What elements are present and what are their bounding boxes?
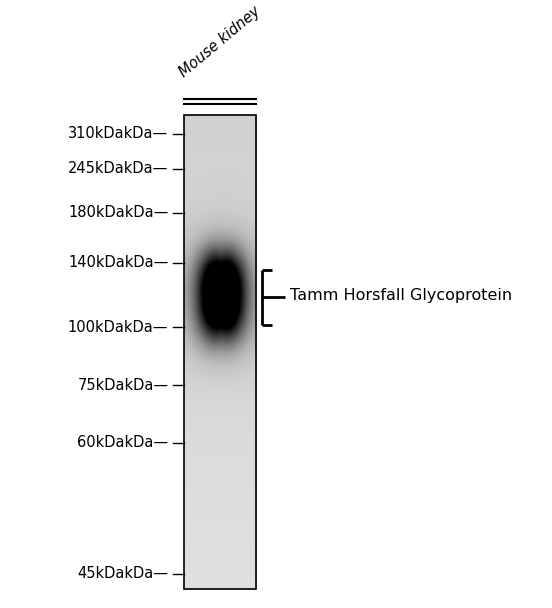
Text: 45kDakDa—: 45kDakDa—: [77, 567, 168, 581]
Text: 60kDakDa—: 60kDakDa—: [77, 435, 168, 451]
Text: 245kDakDa—: 245kDakDa—: [68, 161, 168, 176]
Text: 100kDakDa—: 100kDakDa—: [68, 320, 168, 335]
Text: 180kDakDa—: 180kDakDa—: [68, 206, 168, 220]
Text: 310kDakDa—: 310kDakDa—: [68, 126, 168, 141]
Bar: [184, 116, 257, 589]
Text: Mouse kidney: Mouse kidney: [177, 3, 264, 80]
Text: 140kDakDa—: 140kDakDa—: [68, 255, 168, 271]
Text: Tamm Horsfall Glycoprotein: Tamm Horsfall Glycoprotein: [290, 288, 512, 303]
Text: 75kDakDa—: 75kDakDa—: [77, 378, 168, 393]
